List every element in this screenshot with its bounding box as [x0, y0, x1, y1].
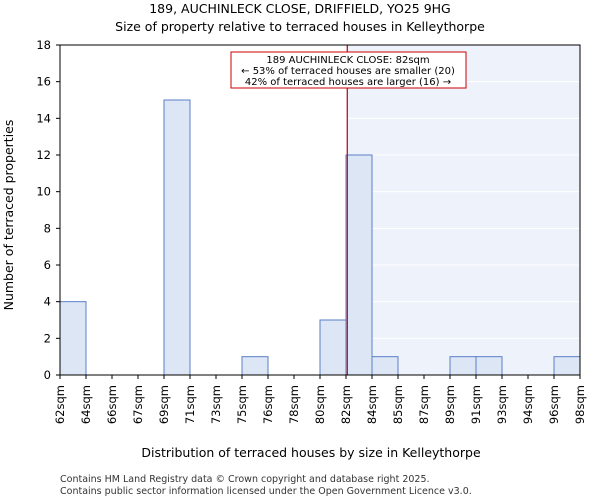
y-tick-label: 14: [36, 111, 51, 125]
x-tick-label: 64sqm: [79, 385, 93, 424]
y-tick-label: 6: [44, 258, 51, 272]
x-tick-label: 84sqm: [365, 385, 379, 424]
y-tick-label: 10: [36, 185, 51, 199]
footer-line-1: Contains HM Land Registry data © Crown c…: [60, 474, 430, 485]
chart-subtitle: Size of property relative to terraced ho…: [115, 19, 485, 34]
x-tick-label: 62sqm: [53, 385, 67, 424]
y-axis-label: Number of terraced properties: [1, 120, 16, 311]
x-tick-label: 85sqm: [391, 385, 405, 424]
x-tick-label: 76sqm: [261, 385, 275, 424]
x-tick-label: 71sqm: [183, 385, 197, 424]
bar-75sqm: [241, 356, 269, 376]
y-tick-label: 16: [36, 75, 51, 89]
x-tick-label: 82sqm: [339, 385, 353, 424]
x-tick-label: 78sqm: [287, 385, 301, 424]
bar-96sqm: [553, 356, 581, 376]
bar-84sqm: [371, 356, 399, 376]
x-tick-label: 67sqm: [131, 385, 145, 424]
annotation-box: 189 AUCHINLECK CLOSE: 82sqm ← 53% of ter…: [230, 51, 467, 89]
y-tick-label: 4: [44, 295, 51, 309]
y-tick-label: 2: [44, 331, 51, 345]
x-tick-label: 94sqm: [521, 385, 535, 424]
x-tick-label: 89sqm: [443, 385, 457, 424]
bar-69sqm: [163, 99, 191, 376]
y-tick-label: 18: [36, 38, 51, 52]
x-axis-ticks: 62sqm 64sqm 66sqm 67sqm 69sqm 71sqm 73sqm 75sqm…: [53, 375, 587, 424]
annotation-line-1: 189 AUCHINLECK CLOSE: 82sqm: [266, 55, 429, 66]
x-tick-label: 98sqm: [573, 385, 587, 424]
x-tick-label: 91sqm: [469, 385, 483, 424]
bar-82sqm: [345, 154, 373, 376]
y-tick-label: 0: [44, 368, 51, 382]
chart-title: 189, AUCHINLECK CLOSE, DRIFFIELD, YO25 9…: [149, 1, 451, 16]
x-tick-label: 69sqm: [157, 385, 171, 424]
x-tick-label: 75sqm: [235, 385, 249, 424]
x-axis-label: Distribution of terraced houses by size …: [141, 445, 481, 460]
y-axis-ticks: 0 2 4 6 8 10 12 14 16 18: [36, 38, 60, 382]
x-tick-label: 87sqm: [417, 385, 431, 424]
bar-80sqm: [319, 319, 347, 376]
larger-properties-region: [346, 45, 580, 375]
bar-91sqm: [475, 356, 503, 376]
bars: [59, 99, 581, 376]
x-tick-label: 80sqm: [313, 385, 327, 424]
x-tick-label: 93sqm: [495, 385, 509, 424]
bar-62sqm: [59, 301, 87, 376]
x-tick-label: 66sqm: [105, 385, 119, 424]
annotation-border: [230, 51, 467, 89]
bar-89sqm: [449, 356, 477, 376]
y-tick-label: 12: [36, 148, 51, 162]
x-tick-label: 73sqm: [209, 385, 223, 424]
x-tick-label: 96sqm: [547, 385, 561, 424]
y-tick-label: 8: [44, 221, 51, 235]
annotation-line-2: ← 53% of terraced houses are smaller (20…: [241, 66, 455, 77]
annotation-line-3: 42% of terraced houses are larger (16) →: [245, 77, 451, 88]
footer-line-2: Contains public sector information licen…: [60, 486, 472, 497]
